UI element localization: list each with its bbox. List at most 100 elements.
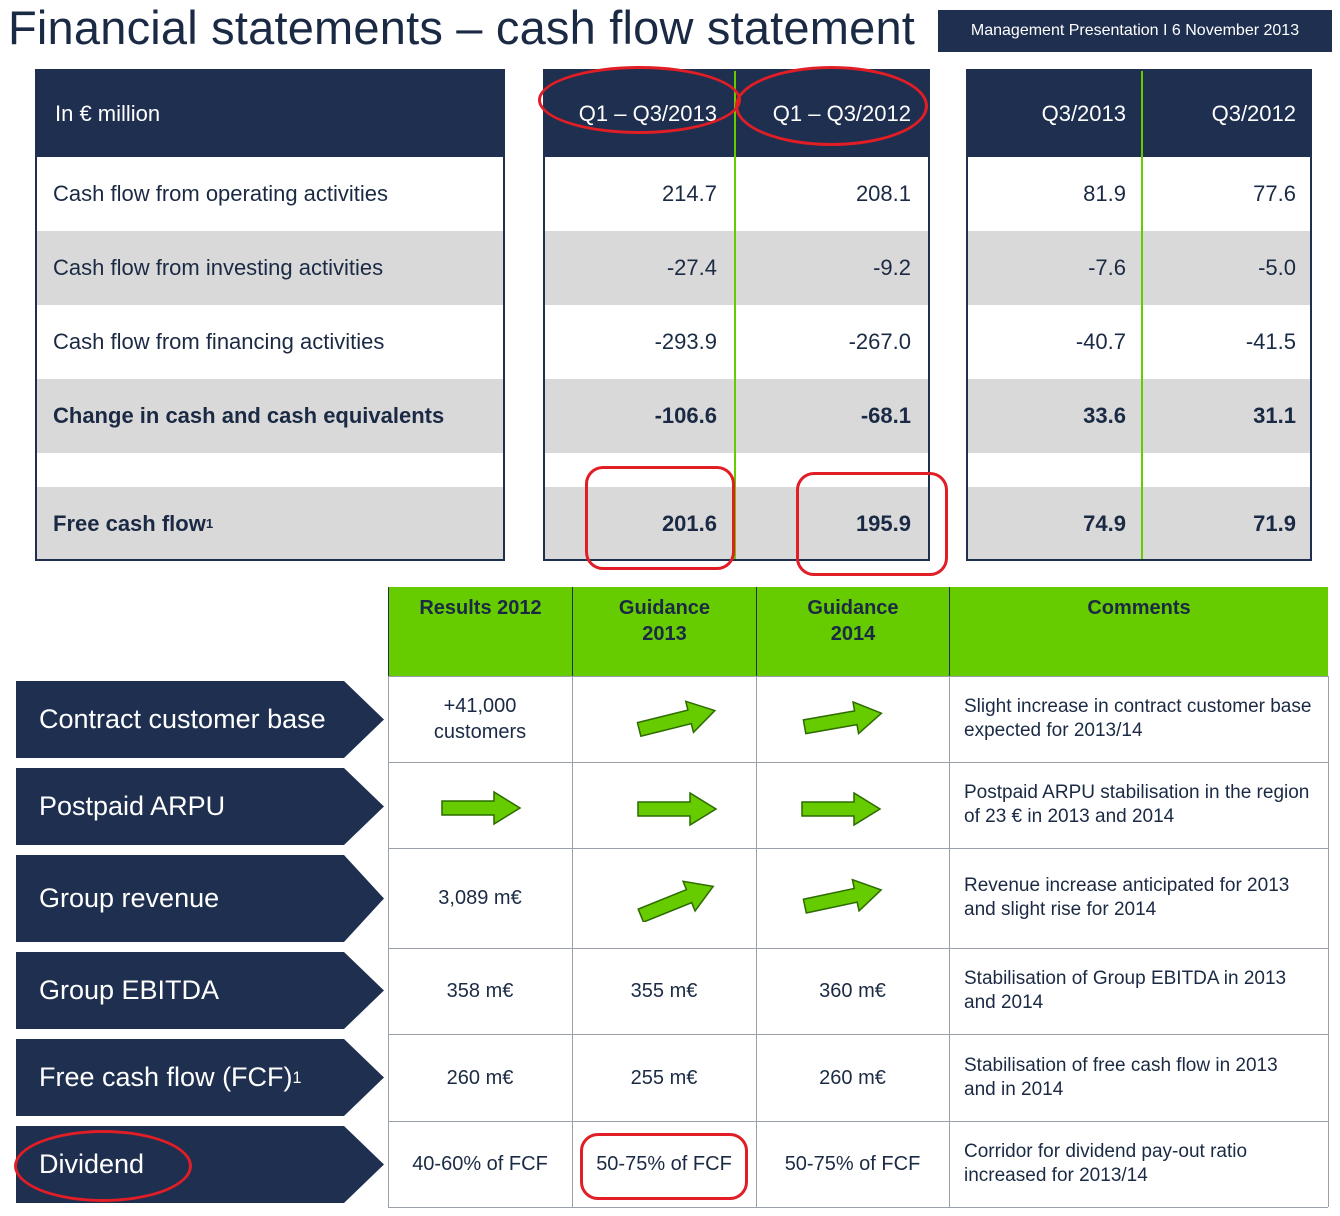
value-cell: -7.6 bbox=[1088, 255, 1126, 280]
results-cell: 260 m€ bbox=[446, 1066, 514, 1089]
column-header: Results 2012 bbox=[388, 587, 572, 676]
results-cell: 3,089 m€ bbox=[438, 887, 522, 909]
value-cell: 201.6 bbox=[661, 511, 717, 536]
table-row: 201.6 195.9 bbox=[545, 487, 928, 559]
table-row: Change in cash and cash equivalents bbox=[37, 379, 503, 453]
row-label: Group EBITDA bbox=[39, 975, 220, 1005]
row-label-chevron: Contract customer base bbox=[16, 681, 384, 758]
table-row: Cash flow from financing activities bbox=[37, 305, 503, 379]
grid-line bbox=[388, 1034, 1328, 1035]
value-cell: 31.1 bbox=[1253, 403, 1296, 428]
table-row: Cash flow from operating activities bbox=[37, 157, 503, 231]
column-header: Q1 – Q3/2013 bbox=[578, 101, 717, 126]
column-divider bbox=[1141, 71, 1143, 559]
comment-cell: Postpaid ARPU stabilisation in the regio… bbox=[964, 782, 1310, 827]
results-cell: 358 m€ bbox=[446, 980, 514, 1002]
row-label: Free cash flow (FCF) 1 bbox=[39, 1062, 302, 1092]
grid-line bbox=[388, 676, 389, 1207]
row-label-text: Free cash flow (FCF) bbox=[39, 1062, 293, 1092]
page-title: Financial statements – cash flow stateme… bbox=[8, 1, 916, 54]
table-row: 33.6 31.1 bbox=[968, 379, 1310, 453]
table-row: Free cash flow 1 bbox=[37, 487, 503, 559]
table-row: -40.7 -41.5 bbox=[968, 305, 1310, 379]
cashflow-header: Q3/2013 Q3/2012 bbox=[968, 71, 1310, 157]
grid-line bbox=[388, 762, 1328, 763]
chevron-shape bbox=[16, 1039, 384, 1116]
table-row: -7.6 -5.0 bbox=[968, 231, 1310, 305]
up-right-arrow-icon bbox=[802, 878, 883, 914]
table-row: -293.9 -267.0 bbox=[545, 305, 928, 379]
row-label-chevron: Group EBITDA bbox=[16, 952, 384, 1029]
column-divider bbox=[734, 71, 736, 559]
row-label: Cash flow from investing activities bbox=[53, 255, 384, 280]
column-header: Q1 – Q3/2012 bbox=[772, 101, 911, 126]
fcf-label: Free cash flow bbox=[53, 511, 206, 536]
value-cell: 81.9 bbox=[1083, 181, 1126, 206]
grid-line bbox=[1328, 676, 1329, 1207]
table-row: 81.9 77.6 bbox=[968, 157, 1310, 231]
comment-cell: Stabilisation of free cash flow in 2013 … bbox=[964, 1054, 1278, 1100]
row-label-chevron: Dividend bbox=[16, 1126, 384, 1203]
value-cell: -293.9 bbox=[654, 329, 717, 354]
guidance-2014-cell: 360 m€ bbox=[819, 980, 886, 1002]
grid-line bbox=[388, 1121, 1328, 1122]
row-label: Cash flow from operating activities bbox=[53, 181, 389, 206]
row-label-chevron: Free cash flow (FCF) 1 bbox=[16, 1039, 384, 1116]
value-cell: 195.9 bbox=[855, 511, 911, 536]
value-cell: -106.6 bbox=[654, 403, 717, 428]
table-row: -27.4 -9.2 bbox=[545, 231, 928, 305]
grid-line bbox=[572, 676, 573, 1207]
value-cell: -5.0 bbox=[1258, 255, 1296, 280]
comment-cell: Revenue increase anticipated for 2013 an… bbox=[964, 875, 1290, 920]
column-header: Q3/2012 bbox=[1211, 101, 1296, 126]
cashflow-header: Q1 – Q3/2013 Q1 – Q3/2012 bbox=[545, 71, 928, 157]
chevron-shape bbox=[16, 855, 384, 942]
guidance-2013-cell: 355 m€ bbox=[630, 980, 698, 1002]
grid-line bbox=[949, 676, 950, 1207]
grid-line bbox=[756, 676, 757, 1207]
comment-cell: Stabilisation of Group EBITDA in 2013 an… bbox=[964, 968, 1287, 1013]
value-cell: 214.7 bbox=[661, 181, 717, 206]
results-cell: +41,000 customers bbox=[433, 695, 527, 743]
grid-line bbox=[388, 1207, 1328, 1208]
row-label: Contract customer base bbox=[39, 704, 326, 734]
guidance-2014-cell: 50-75% of FCF bbox=[784, 1153, 921, 1175]
value-cell: -68.1 bbox=[860, 403, 911, 428]
table-row: 214.7 208.1 bbox=[545, 157, 928, 231]
row-label: Dividend bbox=[39, 1149, 145, 1179]
column-header: Q3/2013 bbox=[1041, 101, 1126, 126]
row-label: Change in cash and cash equivalents bbox=[53, 403, 445, 428]
row-label-chevron: Postpaid ARPU bbox=[16, 768, 384, 845]
value-cell: -40.7 bbox=[1075, 329, 1126, 354]
row-label-chevron: Group revenue bbox=[16, 855, 384, 942]
chevron-shape bbox=[16, 768, 384, 845]
value-cell: 77.6 bbox=[1253, 181, 1296, 206]
guidance-2013-cell: 255 m€ bbox=[630, 1066, 698, 1089]
value-cell: 71.9 bbox=[1253, 511, 1296, 536]
column-header: Guidance 2014 bbox=[756, 587, 949, 676]
table-row: 74.9 71.9 bbox=[968, 487, 1310, 559]
table-row: Cash flow from investing activities bbox=[37, 231, 503, 305]
grid-line bbox=[388, 848, 1328, 849]
row-label: Postpaid ARPU bbox=[39, 791, 226, 821]
unit-label: In € million bbox=[55, 101, 161, 126]
cashflow-label-column: In € million Cash flow from operating ac… bbox=[35, 69, 505, 561]
value-cell: 74.9 bbox=[1083, 511, 1126, 536]
value-cell: 33.6 bbox=[1083, 403, 1126, 428]
grid-line bbox=[388, 676, 1328, 677]
up-right-arrow-icon bbox=[637, 880, 715, 922]
grid-line bbox=[388, 948, 1328, 949]
chevron-shape bbox=[16, 1126, 384, 1203]
comment-cell: Corridor for dividend pay-out ratio incr… bbox=[964, 1141, 1248, 1186]
chevron-shape bbox=[16, 952, 384, 1029]
up-right-arrow-icon bbox=[802, 700, 883, 735]
cashflow-header: In € million bbox=[37, 71, 503, 157]
table-row: -106.6 -68.1 bbox=[545, 379, 928, 453]
column-header: Guidance 2013 bbox=[572, 587, 756, 676]
value-cell: 208.1 bbox=[855, 181, 911, 206]
right-arrow-icon bbox=[441, 790, 522, 826]
guidance-2014-cell: 260 m€ bbox=[819, 1066, 886, 1089]
comment-cell: Slight increase in contract customer bas… bbox=[964, 696, 1312, 741]
row-label: Group revenue bbox=[39, 883, 220, 913]
right-arrow-icon bbox=[801, 791, 882, 827]
